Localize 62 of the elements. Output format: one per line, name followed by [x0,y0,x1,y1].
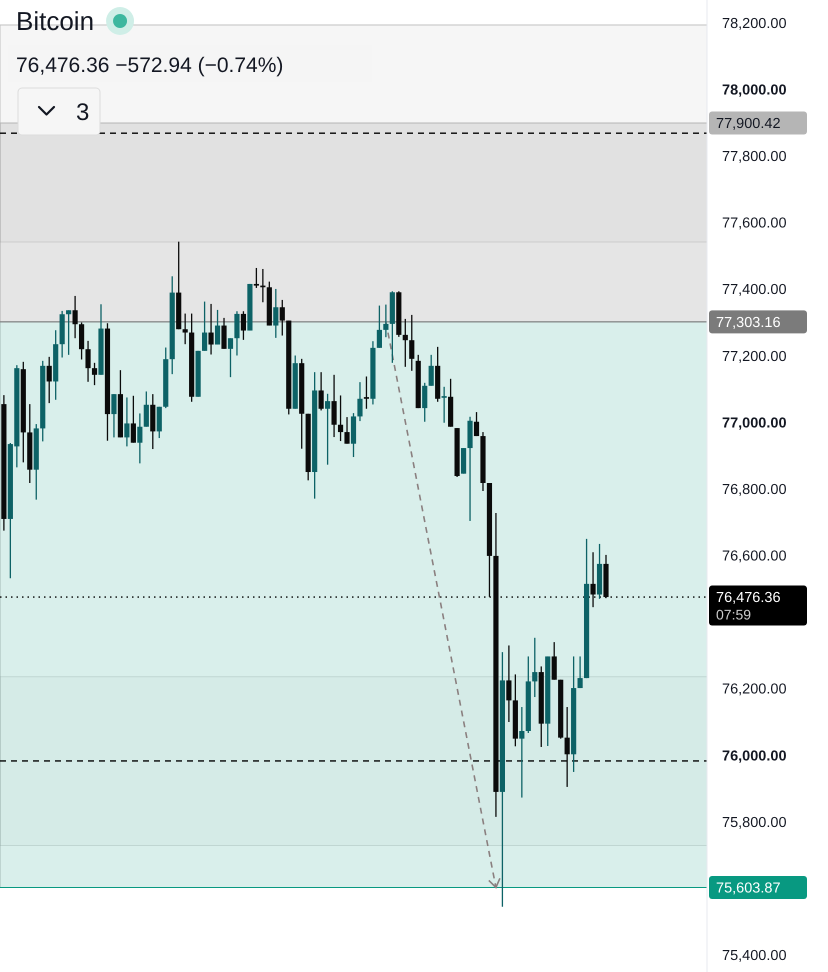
y-tick-label: 76,600.00 [722,548,787,565]
y-tick-label: 77,000.00 [722,415,787,432]
candlestick [442,386,447,424]
y-tick-label: 76,800.00 [722,482,787,498]
candlestick [208,303,214,356]
candlestick [552,641,557,680]
y-tick-label: 77,600.00 [722,216,787,232]
candlestick [260,268,266,303]
y-tick-label: 77,400.00 [722,282,787,298]
candlestick [92,362,98,386]
candlestick [221,317,227,350]
candlestick [344,416,350,444]
y-tick-label: 77,800.00 [722,149,787,166]
candlestick [228,338,234,378]
candlestick [338,394,344,442]
text: 76,476.36 −572.94 (−0.74%) [16,54,284,77]
candlestick [474,411,480,437]
candlestick [402,318,408,368]
candlestick [376,304,382,349]
y-tick-label: 76,200.00 [722,682,787,698]
candlestick [240,310,246,341]
candlestick [357,381,363,422]
candlestick [124,396,130,448]
annotation: 3 [76,99,90,126]
candlestick [214,309,220,346]
y-tick-label: 78,000.00 [722,82,787,99]
y-tick-label: 76,000.00 [722,748,787,764]
ref-line-label: 77,303.16 [716,314,781,331]
candlestick [66,310,72,356]
candlestick [519,706,524,798]
candlestick [422,382,428,422]
candlestick [428,354,434,386]
candlestick [318,372,324,412]
dropdown-button: 3 [18,88,100,136]
y-tick-label: 75,400.00 [722,948,787,964]
candlestick [532,637,538,698]
candlestick [72,295,78,339]
candlestick [46,356,52,404]
text: 07:59 [716,606,752,622]
candlestick [130,395,136,444]
candlestick [85,340,91,382]
candlestick [182,312,188,345]
candlestick [273,288,278,339]
candlestick [144,390,149,428]
candlestick [325,393,330,466]
candlestick [331,374,337,438]
y-tick-label: 78,200.00 [722,16,787,32]
candlestick [409,314,414,372]
candlestick [111,393,117,438]
candlestick [383,304,388,338]
y-tick-label: 75,800.00 [722,814,787,831]
candlestick [280,299,285,336]
ref-line-label: 77,900.42 [716,116,781,132]
candlestick [137,412,142,464]
candlestick [578,656,583,689]
candlestick [202,300,208,352]
chart-title: Bitcoin [16,6,94,36]
ref-line-label: 75,603.87 [716,880,781,897]
ref-line-label: 76,476.36 [716,590,781,606]
candlestick [364,376,370,410]
y-tick-label: 77,200.00 [722,348,787,365]
candlestick [506,644,512,723]
